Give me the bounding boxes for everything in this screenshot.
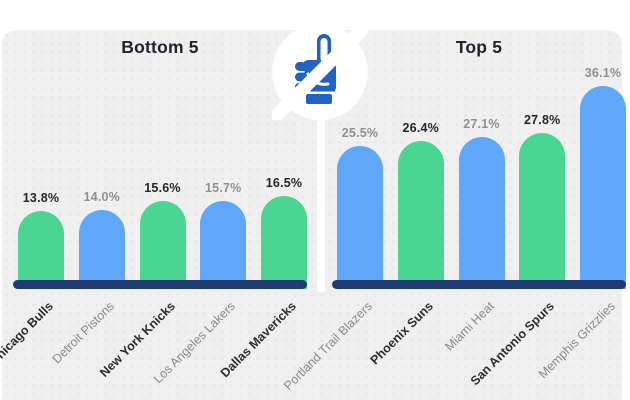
bar-value-label: 15.6%	[144, 181, 181, 196]
top5-axis-baseline	[332, 280, 626, 289]
bar-value-label: 14.0%	[83, 190, 120, 205]
bar-detroit-pistons	[78, 210, 125, 289]
bottom5-axis-baseline	[13, 280, 307, 289]
bar-memphis-grizzlies	[580, 86, 626, 289]
center-divider	[317, 110, 325, 292]
bar-san-antonio-spurs	[519, 132, 566, 289]
bar-value-label: 25.5%	[341, 125, 379, 140]
no-foam-finger-badge	[272, 24, 368, 120]
bar-new-york-knicks	[139, 201, 186, 289]
bar-chicago-bulls	[18, 211, 64, 289]
bar-portland-trail-blazers	[337, 145, 383, 289]
bar-value-label: 13.8%	[22, 191, 60, 206]
bar-value-label: 26.4%	[402, 120, 439, 135]
bar-value-label: 27.8%	[524, 112, 561, 127]
bar-miami-heat	[458, 136, 505, 289]
bar-value-label: 15.7%	[205, 180, 242, 195]
bar-value-label: 36.1%	[584, 66, 622, 81]
top5-title: Top 5	[455, 37, 503, 57]
foam-finger-icon	[272, 24, 368, 120]
slash-band	[272, 24, 368, 120]
bottom5-title: Bottom 5	[121, 37, 199, 57]
bar-value-label: 16.5%	[265, 176, 303, 191]
bar-dallas-mavericks	[261, 196, 307, 289]
bar-value-label: 27.1%	[463, 116, 500, 131]
bar-los-angeles-lakers	[200, 200, 247, 289]
bar-phoenix-suns	[397, 140, 444, 289]
